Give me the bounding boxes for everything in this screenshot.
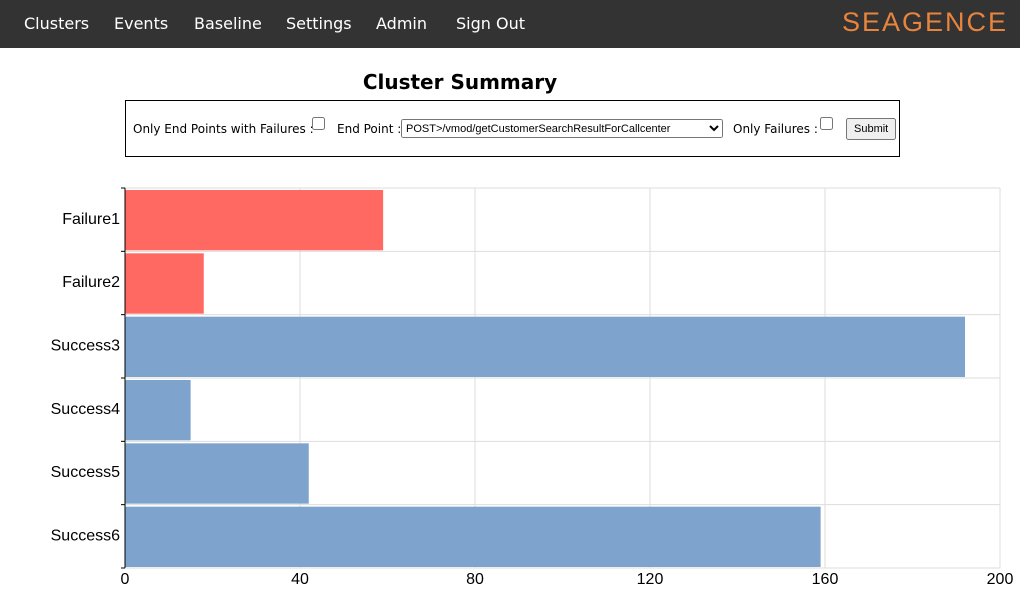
x-tick-label: 80	[466, 571, 484, 588]
y-tick-label: Failure1	[62, 211, 120, 228]
y-tick-label: Success3	[51, 338, 120, 355]
x-tick-label: 0	[121, 571, 130, 588]
y-tick-label: Success5	[51, 464, 120, 481]
nav-link[interactable]: Settings	[286, 14, 352, 33]
x-tick-label: 120	[637, 571, 664, 588]
bar	[125, 253, 204, 314]
bar	[125, 190, 384, 251]
nav-link[interactable]: Sign Out	[456, 14, 525, 33]
nav-bar: Clusters Events Baseline Settings Admin …	[0, 0, 1020, 48]
submit-button[interactable]: Submit	[846, 118, 897, 140]
y-tick-label: Success6	[51, 528, 120, 545]
endpoint-select[interactable]: POST>/vmod/getCustomerSearchResultForCal…	[401, 119, 723, 138]
y-tick-label: Failure2	[62, 274, 120, 291]
x-tick-label: 200	[987, 571, 1014, 588]
checkbox[interactable]	[312, 117, 325, 130]
filter-form: Only End Points with Failures : End Poin…	[125, 100, 900, 157]
label: Only End Points with Failures :	[133, 122, 314, 136]
x-tick-label: 40	[291, 571, 309, 588]
bar	[125, 506, 821, 567]
chart: 0 40 80 120 160 200 Failure1 Failure2 Success3 Su…	[51, 187, 1014, 588]
checkbox[interactable]	[820, 117, 833, 130]
logo: SEAGENCE	[841, 7, 1008, 37]
nav-link[interactable]: Clusters	[24, 14, 90, 33]
x-tick-label: 160	[812, 571, 839, 588]
bar	[125, 380, 191, 441]
bar	[125, 443, 309, 504]
nav-link[interactable]: Admin	[376, 14, 427, 33]
page-title: Cluster Summary	[362, 70, 558, 94]
nav-link[interactable]: Baseline	[194, 14, 262, 33]
y-tick-label: Success4	[51, 401, 120, 418]
label: End Point :	[337, 122, 402, 136]
bar	[125, 316, 965, 377]
nav-link[interactable]: Events	[114, 14, 169, 33]
label: Only Failures :	[733, 122, 818, 136]
